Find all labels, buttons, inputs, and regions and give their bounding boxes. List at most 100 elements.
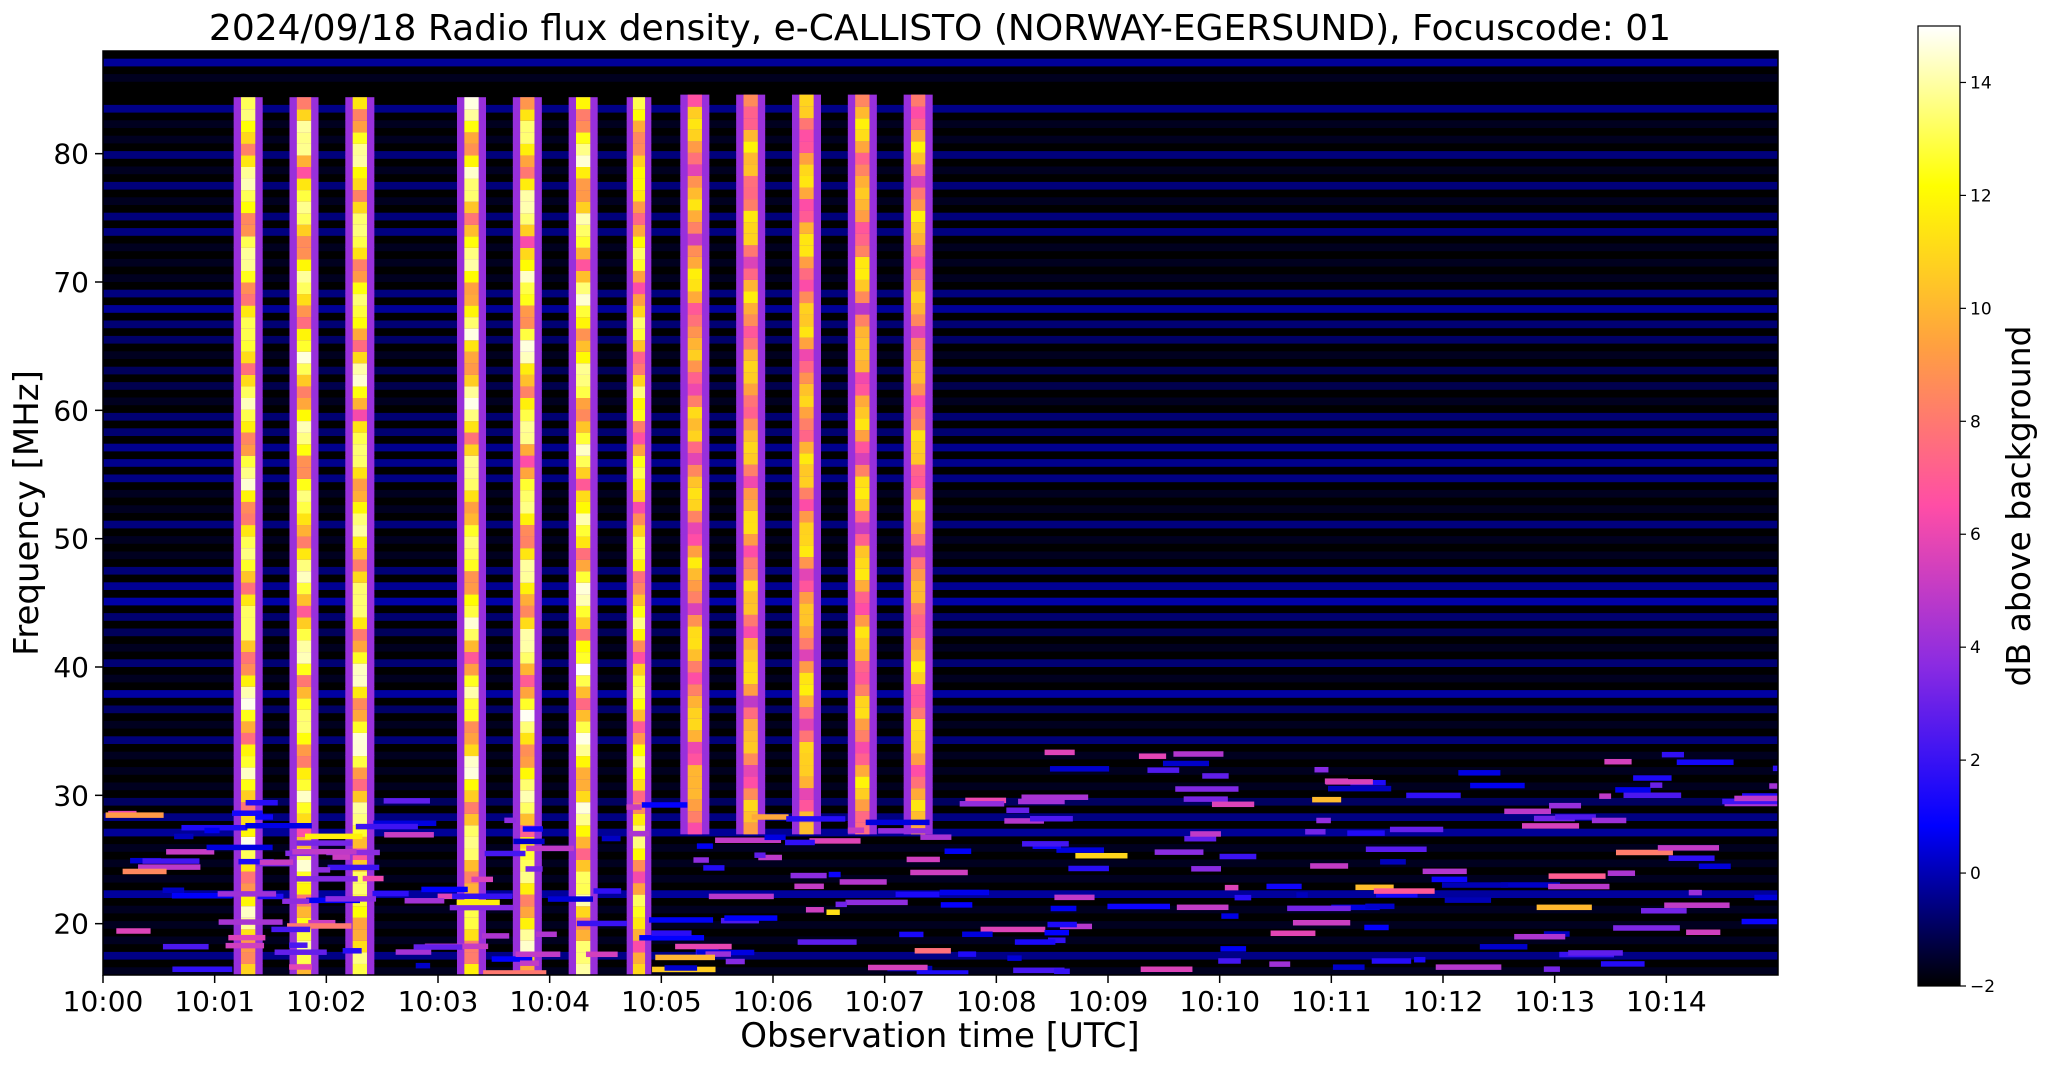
activity-streak (483, 970, 547, 975)
activity-streak (1607, 870, 1636, 876)
burst-cell (576, 663, 591, 676)
burst-cell (352, 559, 367, 572)
burst-cell (352, 201, 367, 214)
activity-streak (1543, 966, 1560, 972)
burst-cell (799, 822, 814, 835)
activity-streak (708, 893, 774, 900)
burst-cell (241, 744, 256, 757)
activity-streak (1173, 751, 1224, 757)
burst-cell (743, 706, 758, 719)
burst-cell (743, 106, 758, 119)
activity-streak (1054, 894, 1095, 901)
burst-cell (911, 625, 926, 638)
burst-cell (352, 697, 367, 710)
x-tick-label: 10:13 (1514, 985, 1595, 1018)
burst-cell (241, 894, 256, 907)
burst-cell (576, 108, 591, 121)
burst-cell (799, 556, 814, 569)
burst-cell (855, 649, 870, 662)
activity-streak (754, 852, 766, 858)
burst-cell (352, 166, 367, 179)
burst-cell (241, 108, 256, 121)
heatmap-band (103, 289, 1778, 298)
activity-streak (1162, 760, 1210, 767)
burst-cell (520, 409, 535, 422)
burst-column (512, 97, 542, 975)
burst-cell (464, 397, 479, 410)
burst-cell (632, 397, 646, 410)
burst-cell (576, 282, 591, 295)
burst-cell (911, 290, 926, 304)
activity-streak (282, 898, 310, 904)
activity-streak (1269, 961, 1291, 967)
burst-cell (520, 397, 535, 410)
activity-streak (1004, 818, 1044, 824)
burst-cell (464, 663, 479, 676)
activity-streak (1154, 849, 1204, 855)
activity-streak (1754, 894, 1778, 901)
burst-cell (520, 270, 535, 283)
burst-cell (576, 513, 591, 526)
burst-cell (632, 166, 646, 179)
burst-cell (799, 475, 814, 488)
burst-cell (743, 810, 758, 823)
burst-cell (687, 452, 702, 465)
burst-cell (855, 799, 870, 812)
burst-cell (855, 625, 870, 638)
activity-streak (1029, 815, 1073, 822)
x-tick-label: 10:00 (63, 985, 144, 1018)
burst-cell (855, 429, 870, 442)
activity-streak (920, 834, 952, 840)
burst-cell (576, 397, 591, 410)
burst-cell (520, 767, 535, 780)
heatmap-band (103, 859, 1778, 868)
y-tick-label: 30 (53, 779, 89, 812)
burst-cell (855, 487, 870, 500)
activity-streak (116, 928, 151, 934)
activity-streak (940, 902, 973, 908)
burst-cell (911, 452, 926, 465)
activity-streak (1220, 946, 1247, 952)
activity-streak (675, 943, 732, 950)
burst-cell (352, 917, 367, 930)
activity-streak (1514, 933, 1566, 940)
burst-cell (576, 362, 591, 375)
activity-streak (519, 960, 539, 966)
burst-cell (632, 836, 646, 849)
burst-cell (464, 339, 479, 352)
burst-cell (743, 729, 758, 742)
burst-cell (520, 385, 535, 398)
burst-cell (743, 614, 758, 627)
burst-cell (576, 813, 591, 826)
burst-cell (576, 409, 591, 422)
activity-streak (142, 858, 200, 864)
burst-cell (576, 720, 591, 733)
burst-cell (632, 501, 646, 514)
burst-cell (743, 741, 758, 754)
burst-cell (911, 729, 926, 742)
burst-cell (241, 201, 256, 214)
burst-cell (520, 455, 535, 468)
activity-streak (342, 948, 362, 954)
burst-cell (352, 616, 367, 629)
activity-streak (1175, 786, 1239, 792)
burst-cell (743, 360, 758, 373)
burst-cell (687, 637, 702, 650)
burst-cell (743, 521, 758, 535)
burst-cell (296, 154, 312, 167)
activity-streak (906, 856, 940, 863)
burst-cell (687, 487, 702, 500)
burst-cell (799, 314, 814, 327)
burst-cell (241, 593, 256, 606)
activity-streak (1599, 793, 1612, 799)
activity-streak (758, 854, 782, 861)
heatmap-band (103, 797, 1778, 806)
burst-cell (241, 282, 256, 295)
heatmap-band (103, 936, 1778, 945)
burst-cell (743, 325, 758, 338)
burst-cell (520, 778, 535, 791)
burst-cell (296, 732, 312, 745)
activity-streak (1312, 796, 1342, 803)
burst-cell (464, 201, 479, 214)
y-tick-label: 40 (53, 651, 89, 684)
